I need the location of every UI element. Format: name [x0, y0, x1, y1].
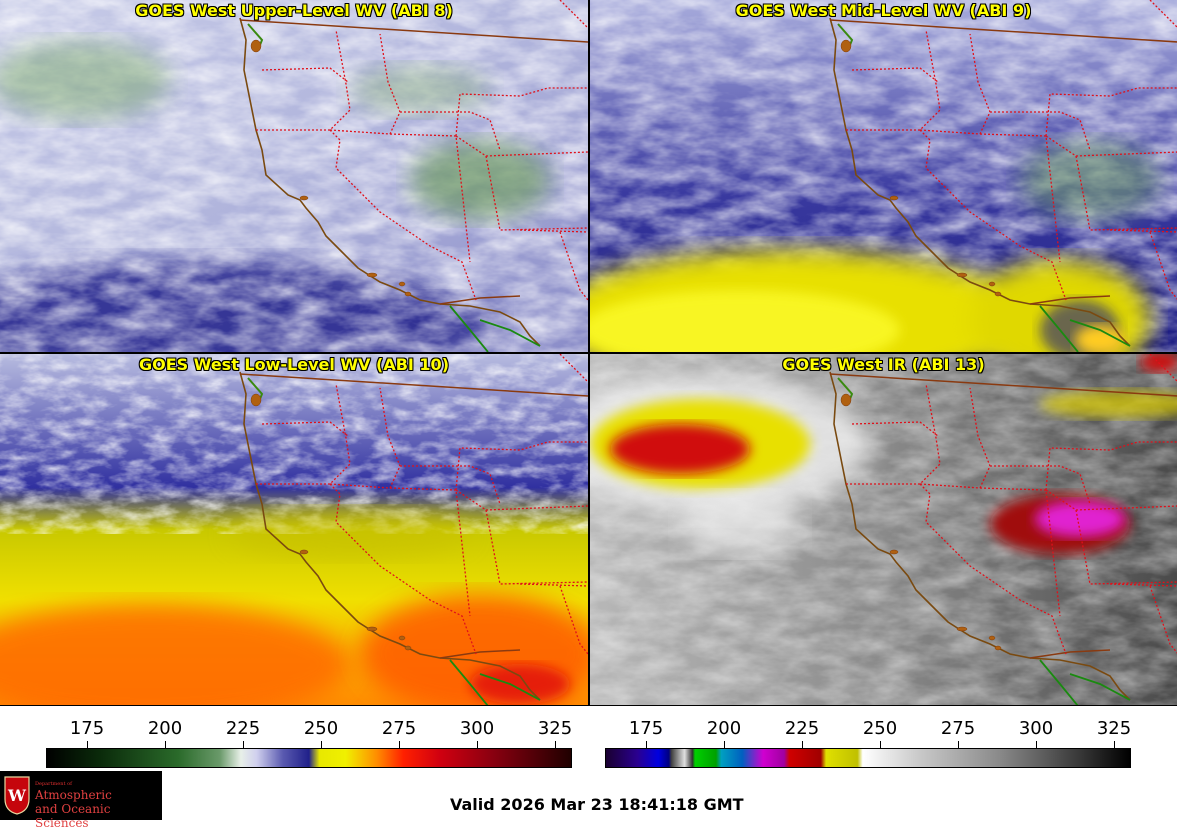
wv-colorbar-tick-mark [477, 741, 478, 748]
ir-colorbar-tick-mark [724, 741, 725, 748]
wv-colorbar [46, 748, 572, 768]
wv-colorbar-tick-mark [321, 741, 322, 748]
wv-colorbar-tick-mark [399, 741, 400, 748]
panel-title: GOES West Upper-Level WV (ABI 8) [135, 1, 453, 20]
wv-colorbar-tick-label: 275 [381, 718, 417, 739]
panel-upper-level-wv: GOES West Upper-Level WV (ABI 8) [0, 0, 588, 352]
ir-colorbar [605, 748, 1131, 768]
wv-colorbar-tick-label: 200 [147, 718, 183, 739]
panel-divider-horizontal [0, 352, 1177, 354]
wv-colorbar-tick-label: 250 [303, 718, 339, 739]
ir-colorbar-tick-label: 325 [1096, 718, 1132, 739]
wv-colorbar-tick-mark [87, 741, 88, 748]
panel-low-level-wv: GOES West Low-Level WV (ABI 10) [0, 354, 588, 705]
ir-colorbar-tick-label: 225 [784, 718, 820, 739]
ir-colorbar-tick-mark [646, 741, 647, 748]
panel-title: GOES West Low-Level WV (ABI 10) [138, 355, 449, 374]
panel-title: GOES West Mid-Level WV (ABI 9) [735, 1, 1032, 20]
wv-colorbar-tick-label: 300 [459, 718, 495, 739]
logo-name-line1: Atmospheric [35, 788, 112, 802]
ir-colorbar-tick-mark [880, 741, 881, 748]
wv-colorbar-tick-mark [555, 741, 556, 748]
svg-text:W: W [7, 786, 27, 805]
panel-ir: GOES West IR (ABI 13) [590, 354, 1177, 705]
panel-bottom-rule [0, 705, 1177, 706]
panel-mid-level-wv: GOES West Mid-Level WV (ABI 9) [590, 0, 1177, 352]
panel-title: GOES West IR (ABI 13) [782, 355, 985, 374]
ir-colorbar-tick-label: 300 [1018, 718, 1054, 739]
wv-colorbar-tick-label: 325 [537, 718, 573, 739]
upper-level-wv-image [0, 0, 588, 352]
mid-level-wv-image [590, 0, 1177, 352]
uw-crest-icon: W [4, 776, 30, 815]
ir-image [590, 354, 1177, 705]
wv-colorbar-tick-mark [243, 741, 244, 748]
logo-department: Department of [35, 781, 72, 787]
ir-colorbar-tick-label: 175 [628, 718, 664, 739]
ir-colorbar-tick-mark [1114, 741, 1115, 748]
low-level-wv-image [0, 354, 588, 705]
logo-name-line2: and Oceanic Sciences [35, 802, 111, 830]
wv-colorbar-tick-label: 225 [225, 718, 261, 739]
uw-aos-logo: W Department of Atmospheric and Oceanic … [0, 771, 162, 830]
valid-time: Valid 2026 Mar 23 18:41:18 GMT [450, 795, 744, 814]
ir-colorbar-tick-mark [802, 741, 803, 748]
ir-colorbar-tick-mark [1036, 741, 1037, 748]
ir-colorbar-tick-label: 275 [940, 718, 976, 739]
ir-colorbar-tick-mark [958, 741, 959, 748]
wv-colorbar-tick-mark [165, 741, 166, 748]
wv-colorbar-tick-label: 175 [69, 718, 105, 739]
ir-colorbar-tick-label: 200 [706, 718, 742, 739]
ir-colorbar-tick-label: 250 [862, 718, 898, 739]
